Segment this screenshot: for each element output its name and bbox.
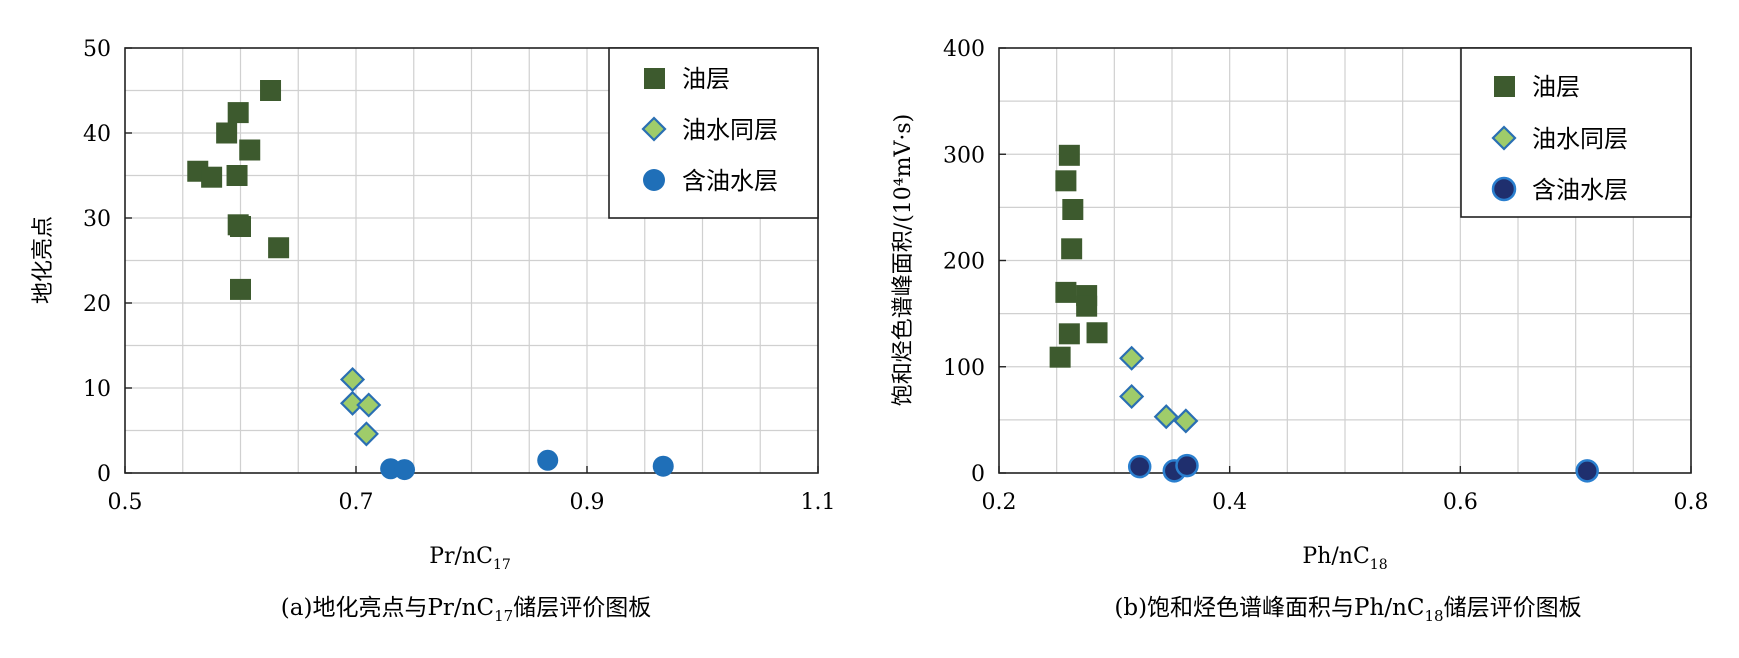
point-water-b	[1575, 459, 1599, 483]
point-water-a	[394, 459, 416, 481]
y-tick-label-a: 20	[83, 292, 111, 317]
point-water-b	[1127, 454, 1152, 479]
chart-panel-a: 0.5 0.7 0.9 1.1 0 10 20 30 40 50 油层 油水同层 含油水层 地化亮…	[31, 37, 836, 625]
x-tick-label-b: 0.4	[1212, 490, 1247, 515]
legend-marker-water-a	[643, 169, 665, 191]
point-oil-a	[230, 216, 251, 237]
y-tick-label-b: 300	[943, 143, 985, 168]
point-oil-b	[1062, 199, 1084, 220]
point-oil-water-a	[356, 392, 382, 418]
legend-label-water-b: 含油水层	[1532, 176, 1628, 204]
plot-frame-a	[124, 47, 819, 474]
legend-marker-water-b	[1491, 176, 1517, 202]
y-tick-label-b: 100	[943, 356, 985, 381]
legend-marker-oil-a	[644, 68, 665, 89]
point-oil-a	[201, 166, 223, 188]
caption-b: (b)饱和烃色谱峰面积与Ph/nC18储层评价图板	[1114, 595, 1581, 625]
point-oil-a	[216, 122, 238, 144]
point-oil-b	[1086, 322, 1108, 344]
legend-label-oil-a: 油层	[682, 65, 730, 93]
point-oil-water-a	[339, 366, 366, 393]
legend-marker-oil-water-a	[641, 116, 667, 142]
chart-panel-b: 0.2 0.4 0.6 0.8 0 100 200 300 400 油层 油水同层 含油水层 饱…	[891, 37, 1709, 625]
x-axis-title-a: Pr/nC17	[429, 544, 511, 573]
x-tick-label-a: 0.5	[108, 490, 143, 515]
legend-label-oil-b: 油层	[1532, 73, 1580, 101]
y-tick-label-a: 30	[83, 207, 111, 232]
point-oil-b	[1058, 144, 1080, 166]
x-tick-label-b: 0.6	[1443, 490, 1478, 515]
point-oil-water-b	[1153, 404, 1179, 430]
point-oil-water-b	[1119, 345, 1145, 371]
point-oil-a	[230, 278, 251, 300]
point-oil-a	[260, 80, 282, 101]
y-axis-title-a: 地化亮点	[31, 216, 56, 304]
point-oil-water-b	[1173, 408, 1199, 434]
y-tick-label-a: 10	[83, 377, 111, 402]
point-oil-b	[1076, 295, 1098, 317]
legend-marker-oil-b	[1494, 76, 1515, 97]
point-oil-a	[227, 102, 249, 124]
point-water-a	[537, 449, 559, 471]
point-oil-water-b	[1119, 383, 1145, 410]
x-tick-label-a: 0.7	[339, 490, 374, 515]
point-water-b	[1175, 453, 1199, 478]
point-water-a	[652, 455, 674, 477]
legend-label-water-a: 含油水层	[682, 167, 778, 195]
point-oil-b	[1058, 323, 1080, 345]
y-tick-label-a: 50	[83, 37, 111, 62]
legend-label-oil-water-b: 油水同层	[1532, 125, 1628, 153]
y-tick-label-b: 200	[943, 250, 985, 275]
legend-marker-oil-water-b	[1491, 125, 1517, 151]
y-tick-label-a: 40	[83, 122, 111, 147]
point-oil-b	[1061, 238, 1083, 260]
y-axis-title-b: 饱和烃色谱峰面积/(10⁴mV·s)	[891, 114, 916, 406]
legend-label-oil-water-a: 油水同层	[682, 116, 778, 144]
point-oil-water-a	[339, 390, 366, 416]
point-oil-a	[239, 139, 261, 161]
legend-a: 油层 油水同层 含油水层	[608, 47, 819, 219]
x-axis-title-b: Ph/nC18	[1302, 544, 1387, 573]
legend-b: 油层 油水同层 含油水层	[1460, 47, 1692, 218]
y-tick-label-b: 400	[943, 37, 985, 62]
caption-a: (a)地化亮点与Pr/nC17储层评价图板	[281, 595, 651, 625]
point-oil-b	[1055, 170, 1077, 192]
x-tick-label-a: 1.1	[801, 490, 836, 515]
x-tick-label-b: 0.8	[1674, 490, 1709, 515]
y-tick-label-a: 0	[97, 462, 111, 487]
point-oil-water-a	[353, 421, 379, 447]
point-oil-b	[1049, 346, 1071, 368]
point-oil-a	[226, 165, 248, 186]
x-tick-label-b: 0.2	[982, 490, 1017, 515]
x-tick-label-a: 0.9	[570, 490, 605, 515]
legend-box-a	[608, 47, 819, 219]
y-tick-label-b: 0	[971, 462, 985, 487]
point-oil-b	[1055, 281, 1077, 303]
point-oil-a	[268, 237, 290, 259]
